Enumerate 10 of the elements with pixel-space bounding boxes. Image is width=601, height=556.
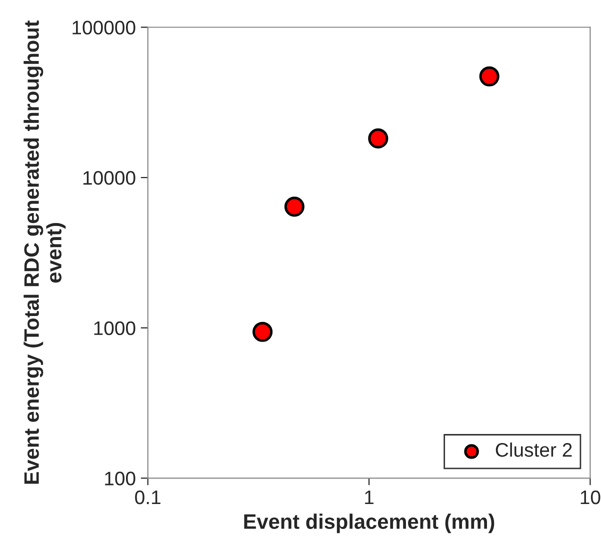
y-tick-label: 100 (105, 472, 136, 486)
y-axis-title: Event energy (Total RDC generated throughout event) (24, 20, 66, 484)
y-tick-label: 100000 (72, 20, 136, 34)
x-tick-label: 0.1 (135, 490, 160, 504)
x-tick-label: 10 (580, 490, 600, 504)
x-tick-label: 1 (365, 490, 374, 504)
legend-label: Cluster 2 (496, 442, 572, 457)
y-tick-label: 10000 (83, 171, 136, 185)
x-axis-title: Event displacement (mm) (244, 514, 494, 534)
y-tick-label: 1000 (94, 321, 136, 336)
